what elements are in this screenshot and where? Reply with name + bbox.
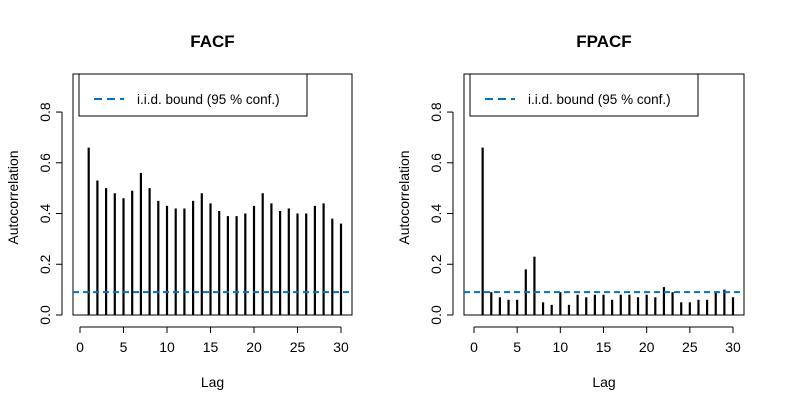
x-tick-label: 30 xyxy=(333,339,349,355)
chart-fpacf: FPACF 0 5 10 15 20 25 30 0.0 0.2 0.4 0.6 0.8 Lag Autoc… xyxy=(396,32,745,390)
x-axis-label: Lag xyxy=(592,374,615,390)
y-tick-label: 0.0 xyxy=(428,305,444,325)
x-tick-label: 0 xyxy=(76,339,84,355)
y-tick-label: 0.6 xyxy=(428,153,444,173)
x-tick-label: 30 xyxy=(725,339,741,355)
chart-title: FPACF xyxy=(576,32,631,51)
y-tick-label: 0.8 xyxy=(37,102,53,122)
y-axis-label: Autocorrelation xyxy=(5,150,21,244)
legend-box xyxy=(78,73,308,117)
x-axis-label: Lag xyxy=(201,374,224,390)
x-tick-label: 10 xyxy=(553,339,569,355)
x-tick-label: 20 xyxy=(246,339,262,355)
chart-facf: FACF 0 5 10 15 20 25 30 0.0 0.2 0.4 0.6 0.8 Lag Autoco… xyxy=(5,32,353,390)
legend-label: i.i.d. bound (95 % conf.) xyxy=(137,92,280,107)
chart-title: FACF xyxy=(190,32,234,51)
legend-box xyxy=(469,73,699,117)
x-tick-label: 25 xyxy=(682,339,698,355)
y-tick-label: 0.8 xyxy=(428,102,444,122)
x-tick-label: 5 xyxy=(120,339,128,355)
legend-label: i.i.d. bound (95 % conf.) xyxy=(528,92,671,107)
y-axis-label: Autocorrelation xyxy=(396,150,412,244)
y-tick-label: 0.4 xyxy=(37,204,53,224)
x-tick-label: 10 xyxy=(159,339,175,355)
y-tick-label: 0.0 xyxy=(37,305,53,325)
y-tick-label: 0.2 xyxy=(428,254,444,274)
x-tick-label: 15 xyxy=(596,339,612,355)
x-tick-label: 15 xyxy=(203,339,219,355)
y-tick-label: 0.4 xyxy=(428,204,444,224)
y-tick-label: 0.2 xyxy=(37,254,53,274)
x-tick-label: 5 xyxy=(513,339,521,355)
x-tick-label: 25 xyxy=(290,339,306,355)
y-tick-label: 0.6 xyxy=(37,153,53,173)
x-tick-label: 0 xyxy=(470,339,478,355)
x-tick-label: 20 xyxy=(639,339,655,355)
